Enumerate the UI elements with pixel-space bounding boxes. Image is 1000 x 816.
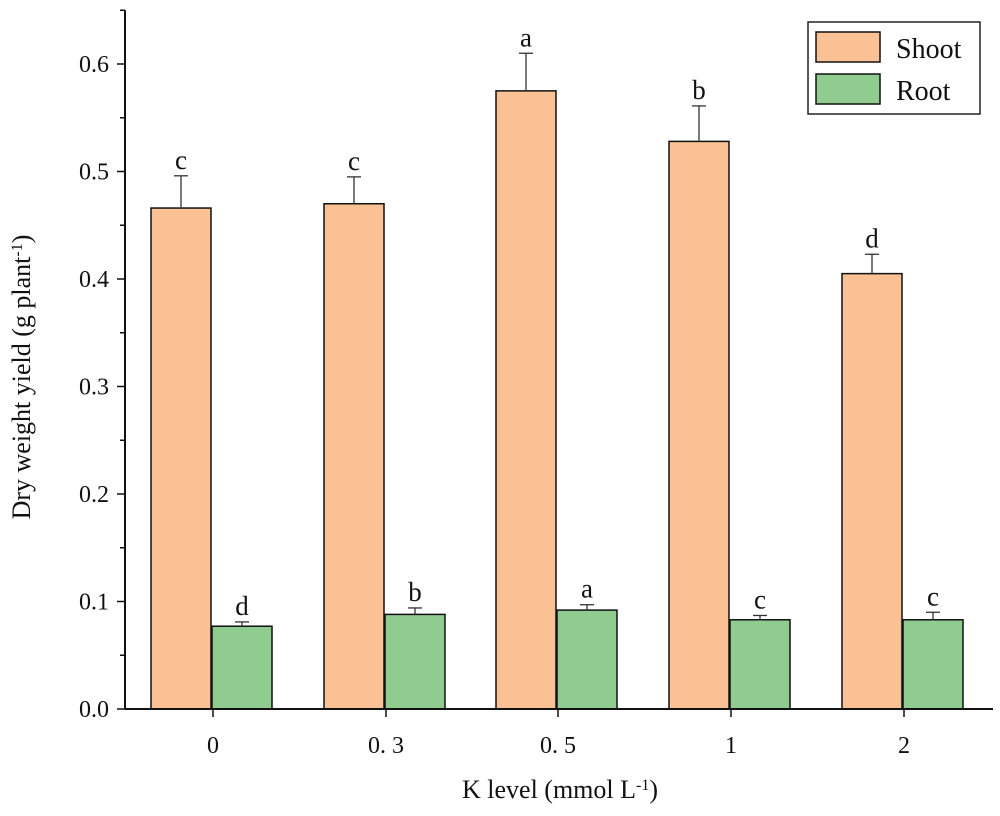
- y-tick-label: 0.0: [79, 697, 109, 723]
- y-tick-label: 0.6: [79, 52, 109, 78]
- shoot-significance-letter: c: [348, 146, 360, 176]
- legend: Shoot Root: [807, 21, 981, 115]
- x-axis: 0 0. 3 0. 5 1 2: [125, 708, 993, 759]
- root-significance-letter: c: [754, 584, 766, 614]
- root-bar: [384, 613, 446, 710]
- x-axis-title: K level (mmol L-1): [462, 775, 658, 804]
- root-bar: [556, 609, 618, 710]
- y-axis: 0.0 0.1 0.2 0.3 0.4 0.5 0.6: [79, 9, 126, 723]
- root-significance-letter: c: [927, 581, 939, 611]
- x-tick-label: 0. 5: [540, 733, 576, 759]
- x-tick-label: 1: [725, 733, 737, 759]
- shoot-significance-letter: c: [175, 145, 187, 175]
- legend-swatch-root: [815, 73, 881, 105]
- legend-swatch-shoot: [815, 31, 881, 63]
- root-bar: [211, 625, 273, 710]
- y-tick-label: 0.3: [79, 375, 109, 401]
- shoot-bar: [323, 203, 385, 710]
- shoot-bar: [495, 90, 557, 710]
- x-tick-label: 2: [898, 733, 910, 759]
- x-tick-label: 0: [207, 733, 219, 759]
- root-significance-letter: d: [235, 591, 249, 621]
- y-tick-label: 0.2: [79, 482, 109, 508]
- root-significance-letter: b: [408, 577, 422, 607]
- shoot-bar: [150, 207, 212, 710]
- y-tick-label: 0.1: [79, 590, 109, 616]
- shoot-significance-letter: d: [865, 223, 879, 253]
- shoot-significance-letter: b: [692, 75, 706, 105]
- legend-label-root: Root: [896, 76, 951, 107]
- y-tick-label: 0.5: [79, 160, 109, 186]
- legend-label-shoot: Shoot: [896, 34, 962, 65]
- x-tick-label: 0. 3: [368, 733, 404, 759]
- root-bar: [902, 619, 964, 710]
- shoot-bar: [841, 272, 903, 710]
- shoot-significance-letter: a: [520, 22, 532, 52]
- shoot-bar: [668, 140, 730, 710]
- y-axis-title: Dry weight yield (g plant-1): [7, 235, 36, 520]
- plot-area: c c a b d d b a c c: [150, 22, 964, 710]
- root-significance-letter: a: [581, 574, 593, 604]
- y-tick-label: 0.4: [79, 267, 109, 293]
- root-bar: [729, 619, 791, 710]
